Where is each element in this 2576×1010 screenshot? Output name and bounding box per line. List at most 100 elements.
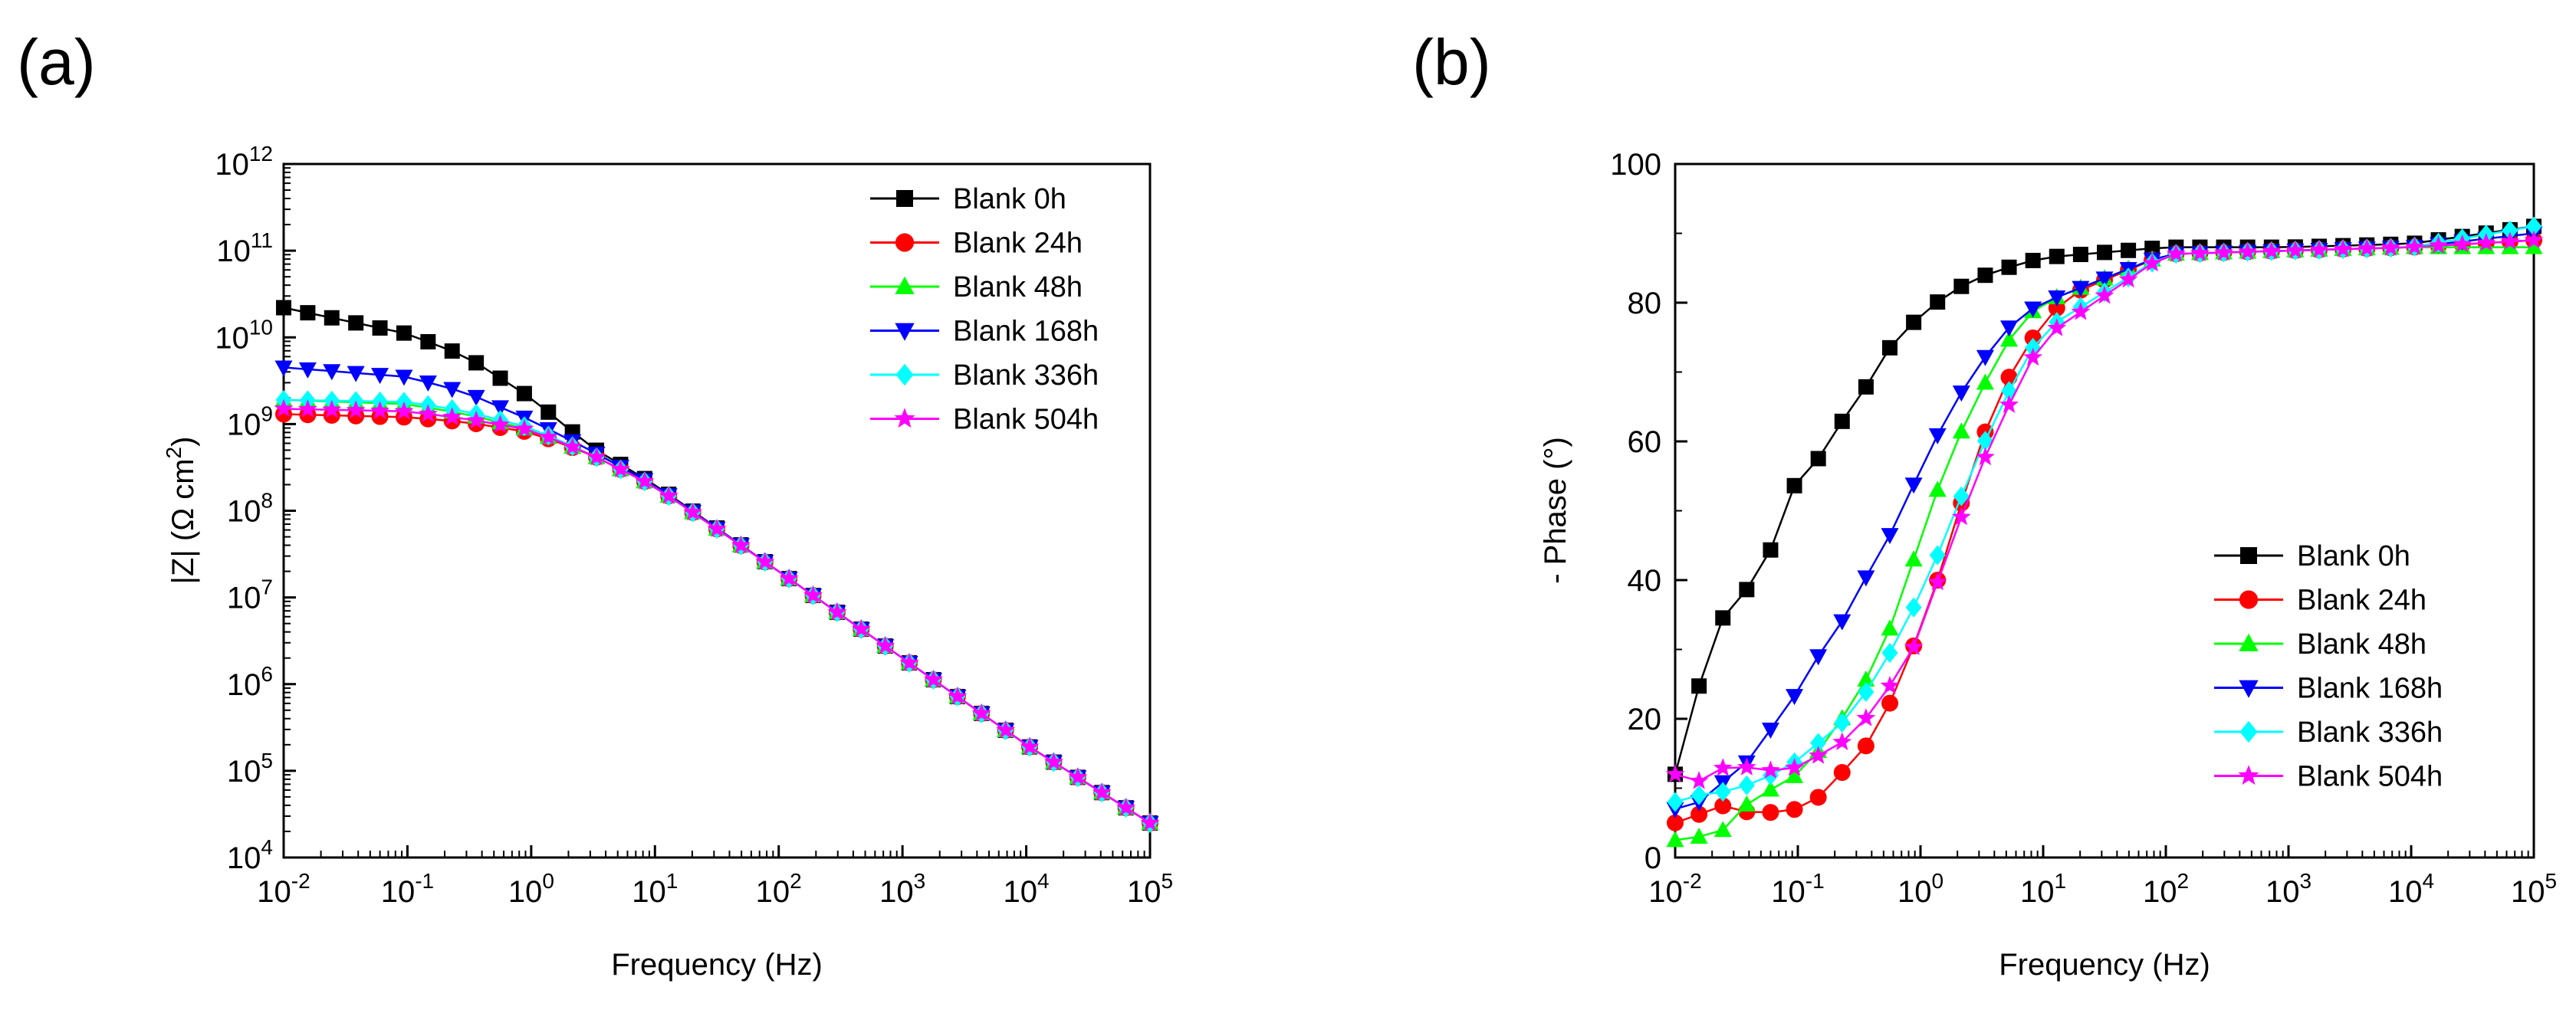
b-data-point (2025, 252, 2041, 268)
a-y-tick-label: 1011 (216, 228, 273, 268)
a-data-point (683, 502, 702, 521)
b-data-point (1691, 805, 1708, 823)
b-data-point (1952, 507, 1971, 526)
a-legend-marker (895, 323, 915, 341)
a-legend-label: Blank 48h (953, 271, 1083, 303)
b-data-point (1858, 682, 1875, 703)
b-data-point (1904, 637, 1924, 655)
a-legend-item: Blank 336h (870, 359, 1099, 392)
b-data-point (2118, 269, 2138, 288)
panel-b-label: (b) (1412, 26, 1491, 98)
a-data-point (803, 585, 823, 604)
b-data-point (2525, 216, 2542, 237)
a-data-point (491, 400, 509, 417)
a-legend-label: Blank 336h (953, 359, 1099, 392)
b-data-point (2095, 285, 2114, 304)
b-legend-item: Blank 48h (2214, 628, 2426, 661)
a-data-point (348, 315, 364, 331)
a-legend-item: Blank 168h (870, 316, 1099, 348)
b-data-point (2502, 220, 2518, 241)
a-y-tick-label: 108 (227, 489, 273, 529)
b-data-point (1810, 451, 1826, 467)
b-data-point (1977, 267, 1993, 284)
a-data-point (659, 486, 678, 504)
b-data-point (1786, 689, 1804, 706)
a-data-point (540, 404, 557, 420)
b-data-point (2190, 243, 2210, 261)
a-series-5 (275, 389, 1158, 833)
b-data-point (1713, 758, 1733, 776)
b-data-point (2524, 230, 2544, 249)
a-data-point (395, 408, 412, 426)
a-legend-label: Blank 504h (953, 404, 1099, 436)
b-data-point (1809, 789, 1827, 806)
b-legend-label: Blank 504h (2297, 761, 2443, 793)
a-data-point (492, 370, 508, 386)
b-legend-marker (2238, 765, 2259, 785)
a-data-point (324, 310, 340, 326)
a-data-point (948, 687, 968, 705)
b-data-point (2214, 242, 2233, 261)
b-x-tick-label: 102 (2143, 869, 2189, 909)
panel-a-label: (a) (17, 26, 96, 98)
b-data-point (2048, 290, 2066, 307)
b-data-point (1667, 814, 1684, 831)
a-data-point (514, 418, 534, 438)
a-data-point (396, 325, 412, 341)
a-data-point (466, 410, 486, 429)
b-data-point (1906, 314, 1922, 330)
b-y-tick-label: 60 (1628, 425, 1662, 459)
a-data-point (371, 408, 389, 425)
a-data-point (419, 404, 438, 422)
a-data-point (1044, 752, 1063, 770)
b-data-point (1881, 643, 1898, 664)
b-legend-item: Blank 168h (2214, 673, 2443, 705)
b-data-point (1856, 708, 1876, 726)
b-data-point (2001, 259, 2017, 275)
a-data-point (298, 399, 317, 418)
b-x-tick-label: 105 (2511, 869, 2557, 909)
b-data-point (1810, 733, 1827, 753)
b-data-point (1761, 780, 1779, 797)
b-data-point (1714, 782, 1731, 802)
b-data-point (2500, 231, 2520, 250)
b-series-6 (1665, 230, 2544, 789)
a-data-point (372, 320, 388, 336)
b-data-point (1976, 373, 1994, 390)
b-data-point (1809, 649, 1828, 666)
a-series-6 (274, 398, 1160, 831)
a-data-point (924, 670, 943, 688)
a-data-point (468, 355, 485, 371)
a-series-3 (274, 390, 1159, 830)
b-legend-label: Blank 0h (2297, 540, 2410, 572)
b-data-point (2167, 244, 2186, 262)
b-data-point (1739, 582, 1755, 598)
a-data-point (444, 343, 460, 359)
b-legend-marker (2239, 720, 2258, 743)
b-x-tick-label: 104 (2388, 869, 2434, 909)
a-data-point (491, 415, 510, 433)
b-series-line (1674, 225, 2535, 803)
a-legend-item: Blank 48h (870, 271, 1083, 303)
b-legend-label: Blank 336h (2297, 717, 2443, 749)
a-data-point (323, 407, 340, 425)
a-data-point (755, 552, 775, 570)
a-x-tick-label: 101 (632, 869, 678, 909)
b-data-point (2000, 369, 2018, 386)
a-series-line (283, 366, 1151, 825)
a-series-line (283, 398, 1151, 825)
b-data-point (1809, 746, 1828, 764)
b-data-point (1952, 422, 1970, 439)
a-series-line (283, 408, 1151, 825)
b-data-point (1953, 486, 1970, 507)
b-data-point (1738, 775, 1755, 795)
b-legend-marker (2239, 633, 2259, 651)
a-data-point (1092, 782, 1112, 801)
b-data-point (1714, 797, 1732, 815)
b-data-point (1927, 572, 1947, 591)
a-data-point (299, 406, 317, 424)
b-data-point (2144, 241, 2160, 257)
a-x-tick-label: 102 (756, 869, 802, 909)
b-data-point (1952, 385, 1970, 402)
